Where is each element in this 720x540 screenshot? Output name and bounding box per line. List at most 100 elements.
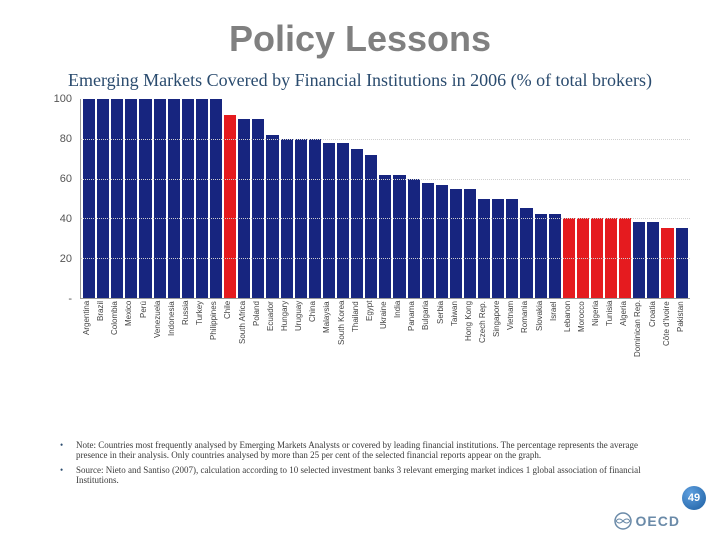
bar [266,135,278,298]
x-label: Hong Kong [464,301,476,359]
bar [83,99,95,298]
bullet-icon: • [60,440,76,461]
x-label: Ukraine [379,301,391,359]
bar [676,228,688,298]
footnotes: • Note: Countries most frequently analys… [60,440,660,489]
x-label: Hungary [280,301,292,359]
x-label: Romania [520,301,532,359]
gridline [81,258,690,259]
x-label: Argentina [82,301,94,359]
x-label: India [393,301,405,359]
bar [125,99,137,298]
bar [464,189,476,298]
x-label: Croatia [648,301,660,359]
x-label: Egypt [365,301,377,359]
bar [408,179,420,298]
x-label: Colombia [110,301,122,359]
bar [210,99,222,298]
bar [196,99,208,298]
x-label: Russia [181,301,193,359]
x-label: Morocco [577,301,589,359]
y-tick-label: 20 [60,253,72,265]
slide-title: Policy Lessons [0,0,720,60]
x-label: Venezuela [153,301,165,359]
bar [139,99,151,298]
gridline [81,218,690,219]
x-label: Poland [252,301,264,359]
x-label: South Korea [337,301,349,359]
x-label: Indonesia [167,301,179,359]
bar [224,115,236,298]
x-label: Mexico [124,301,136,359]
bar [252,119,264,298]
y-tick-label: 80 [60,133,72,145]
bar [478,199,490,299]
bar [661,228,673,298]
x-label: Malaysia [322,301,334,359]
oecd-logo-text: OECD [636,513,680,529]
y-axis: -20406080100 [30,99,78,299]
bar [535,214,547,298]
bar [549,214,561,298]
bar [436,185,448,298]
x-label: Uruguay [294,301,306,359]
bar [323,143,335,298]
bar [168,99,180,298]
gridline [81,179,690,180]
x-label: Taiwan [450,301,462,359]
plot-area [80,99,690,299]
x-label: Pakistan [676,301,688,359]
bar [97,99,109,298]
bar [633,222,645,298]
x-label: Algeria [619,301,631,359]
bar [450,189,462,298]
x-label: Turkey [195,301,207,359]
x-label: Bulgaria [421,301,433,359]
y-tick-label: - [68,293,72,305]
x-label: South Africa [238,301,250,359]
x-label: Slovakia [535,301,547,359]
bar [506,199,518,299]
y-tick-label: 40 [60,213,72,225]
x-label: Côte d'Ivoire [662,301,674,359]
page-number-badge: 49 [682,486,706,510]
x-label: Chile [223,301,235,359]
bar [351,149,363,298]
bar [492,199,504,299]
x-axis-labels: ArgentinaBrazilColombiaMexicoPerúVenezue… [82,301,688,359]
bar [520,208,532,298]
bar [422,183,434,298]
oecd-logo: OECD [614,512,680,530]
bar [365,155,377,298]
bar [154,99,166,298]
x-label: Brazil [96,301,108,359]
x-label: Perú [139,301,151,359]
x-label: Tunisia [605,301,617,359]
chart-subtitle: Emerging Markets Covered by Financial In… [0,70,720,91]
note-1: Note: Countries most frequently analysed… [76,440,660,461]
bar [337,143,349,298]
x-label: Czech Rep. [478,301,490,359]
bar [647,222,659,298]
x-label: Singapore [492,301,504,359]
note-2: Source: Nieto and Santiso (2007), calcul… [76,465,660,486]
x-label: Dominican Rep. [633,301,645,359]
bullet-icon: • [60,465,76,486]
x-label: Philippines [209,301,221,359]
x-label: Ecuador [266,301,278,359]
bar [182,99,194,298]
bar [393,175,405,298]
x-label: China [308,301,320,359]
oecd-logo-icon [614,512,632,530]
x-label: Thailand [351,301,363,359]
bar [111,99,123,298]
bar-chart: -20406080100 ArgentinaBrazilColombiaMexi… [30,99,690,359]
bars-container [83,99,688,298]
bar [379,175,391,298]
bar [238,119,250,298]
x-label: Nigeria [591,301,603,359]
x-label: Israel [549,301,561,359]
x-label: Panama [407,301,419,359]
x-label: Vietnam [506,301,518,359]
x-label: Lebanon [563,301,575,359]
